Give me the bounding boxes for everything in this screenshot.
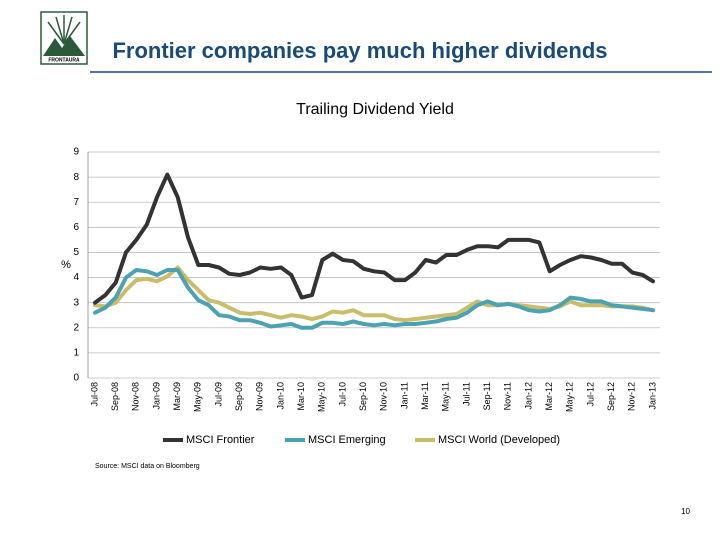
legend-label: MSCI Emerging bbox=[308, 434, 386, 446]
series-line bbox=[93, 268, 655, 330]
x-tick-label: Mar-11 bbox=[420, 382, 430, 410]
x-tick-label: Jan-11 bbox=[399, 382, 409, 409]
legend-label: MSCI Frontier bbox=[186, 434, 255, 446]
x-tick-label: May-12 bbox=[565, 382, 575, 412]
y-tick-label: 4 bbox=[73, 272, 79, 283]
x-tick-label: Mar-12 bbox=[544, 382, 554, 411]
legend-label: MSCI World (Developed) bbox=[438, 434, 560, 446]
x-tick-label: Jul-09 bbox=[213, 382, 223, 407]
y-tick-label: 6 bbox=[73, 222, 79, 233]
x-tick-label: Nov-10 bbox=[379, 382, 389, 411]
y-tick-label: 0 bbox=[73, 373, 79, 384]
x-tick-label: Sep-12 bbox=[606, 382, 616, 411]
y-tick-label: 7 bbox=[73, 197, 79, 208]
source-note: Source: MSCI data on Bloomberg bbox=[95, 463, 200, 470]
y-tick-label: 8 bbox=[73, 172, 79, 183]
y-tick-label: 2 bbox=[73, 322, 79, 333]
x-tick-label: Nov-12 bbox=[627, 382, 637, 411]
x-tick-label: Sep-09 bbox=[234, 382, 244, 411]
x-tick-label: Nov-09 bbox=[255, 382, 265, 411]
x-tick-label: May-09 bbox=[193, 382, 203, 412]
x-tick-label: Jan-12 bbox=[523, 382, 533, 410]
chart-title: Trailing Dividend Yield bbox=[296, 101, 454, 118]
y-tick-label: 9 bbox=[73, 147, 79, 158]
y-axis-label: % bbox=[61, 259, 71, 271]
y-tick-label: 5 bbox=[73, 247, 79, 258]
plot: 0 1 2 3 4 5 6 7 8 9 Jul-08 Sep-08 Nov-08 Jan-09 Mar-09… bbox=[73, 147, 660, 446]
x-tick-label: Mar-09 bbox=[172, 382, 182, 411]
x-tick-label: Sep-11 bbox=[482, 382, 492, 410]
x-tick-label: Jul-10 bbox=[337, 382, 347, 407]
x-tick-label: Jan-09 bbox=[151, 382, 161, 410]
y-tick-label: 1 bbox=[73, 348, 79, 359]
x-tick-label: Jan-13 bbox=[647, 382, 657, 410]
x-tick-label: Mar-10 bbox=[296, 382, 306, 411]
slide-title: Frontier companies pay much higher divid… bbox=[112, 38, 607, 63]
logo-text: FRONTAURA bbox=[48, 57, 80, 63]
page-number: 10 bbox=[681, 507, 690, 516]
x-tick-label: May-11 bbox=[441, 382, 451, 411]
x-tick-label: Jul-12 bbox=[585, 382, 595, 407]
x-tick-label: May-10 bbox=[317, 382, 327, 412]
series-line bbox=[93, 172, 655, 305]
x-tick-label: Jul-08 bbox=[89, 382, 99, 407]
x-tick-label: Sep-08 bbox=[110, 382, 120, 411]
logo-rays bbox=[47, 15, 81, 45]
x-tick-label: Jul-11 bbox=[461, 382, 471, 406]
x-tick-label: Nov-08 bbox=[131, 382, 141, 411]
x-tick-label: Jan-10 bbox=[275, 382, 285, 410]
logo-mountain bbox=[43, 36, 85, 56]
x-tick-label: Nov-11 bbox=[503, 382, 513, 410]
y-tick-label: 3 bbox=[73, 297, 79, 308]
x-tick-label: Sep-10 bbox=[358, 382, 368, 411]
